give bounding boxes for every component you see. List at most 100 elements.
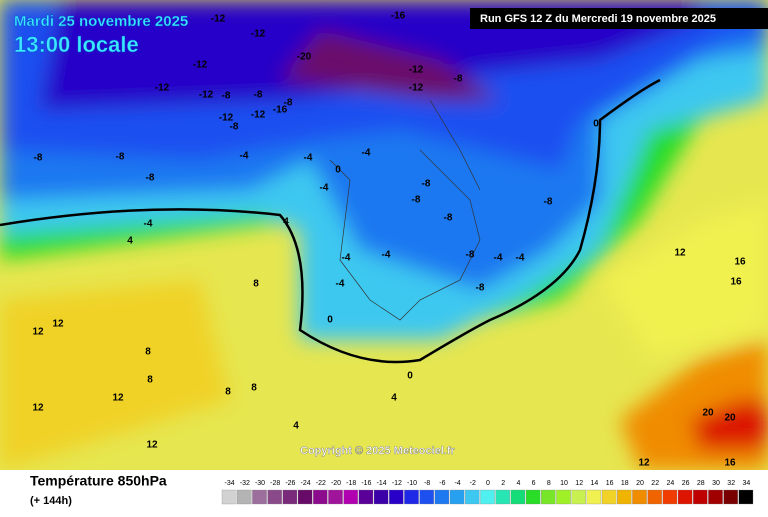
contour-label: 4	[293, 421, 299, 432]
contour-label: 16	[724, 458, 736, 469]
contour-label: -4	[320, 183, 329, 194]
copyright: Copyright © 2025 Meteociel.fr	[300, 445, 456, 457]
contour-label: -8	[34, 153, 43, 164]
scale-swatch	[404, 489, 419, 505]
contour-label: 20	[724, 413, 736, 424]
scale-swatch	[343, 489, 358, 505]
contour-label: -4	[382, 250, 391, 261]
scale-label: -34	[225, 480, 235, 487]
contour-label: -12	[211, 14, 226, 25]
contour-label: 16	[730, 277, 742, 288]
contour-label: 12	[32, 403, 44, 414]
scale-label: 28	[697, 480, 705, 487]
contour-label: 12	[146, 440, 158, 451]
scale-label: 16	[606, 480, 614, 487]
scale-label: -14	[377, 480, 387, 487]
time-title: 13:00 locale	[14, 32, 139, 57]
scale-swatch	[525, 489, 541, 505]
scale-label: 8	[547, 480, 551, 487]
scale-label: 32	[727, 480, 735, 487]
scale-label: -10	[407, 480, 417, 487]
scale-label: 30	[712, 480, 720, 487]
contour-label: 12	[52, 319, 64, 330]
scale-swatch	[267, 489, 282, 505]
scale-label: -12	[392, 480, 402, 487]
contour-label: -8	[444, 213, 453, 224]
contour-label: 0	[593, 119, 599, 130]
contour-label: -8	[254, 90, 263, 101]
scale-label: 22	[651, 480, 659, 487]
coastline	[329, 99, 481, 321]
scale-swatch	[723, 489, 738, 505]
contour-label: -4	[144, 219, 153, 230]
scale-swatch	[571, 489, 586, 505]
map-labels: -12-12-20-16-12-12-12-12-8-12-8-8-16-8-1…	[32, 11, 746, 469]
scale-label: -2	[470, 480, 476, 487]
scale-swatch	[282, 489, 298, 505]
contour-label: 8	[251, 383, 257, 394]
contour-label: 8	[253, 279, 259, 290]
date-title: Mardi 25 novembre 2025	[14, 13, 188, 30]
contour-label: -4	[304, 153, 313, 164]
contour-label: -16	[391, 11, 406, 22]
run-box	[470, 8, 768, 29]
contour-label: -4	[342, 253, 351, 264]
contour-label: -12	[155, 83, 170, 94]
contour-label: -12	[219, 113, 234, 124]
scale-label: 34	[743, 480, 751, 487]
scale-swatch	[693, 489, 708, 505]
contour-label: 16	[734, 257, 746, 268]
scale-label: -16	[361, 480, 371, 487]
scale-swatch	[617, 489, 632, 505]
contour-label: -12	[251, 29, 266, 40]
contour-label: 0	[335, 165, 341, 176]
scale-label: 4	[516, 480, 520, 487]
contour-label: -8	[476, 283, 485, 294]
contour-label: -12	[251, 110, 266, 121]
contour-label: -16	[273, 105, 288, 116]
contour-label: -12	[193, 60, 208, 71]
scale-label: 0	[486, 480, 490, 487]
scale-label: 20	[636, 480, 644, 487]
contour-label: -4	[336, 279, 345, 290]
scale-label: -20	[331, 480, 341, 487]
contour-label: 8	[145, 347, 151, 358]
contour-label: -4	[516, 253, 525, 264]
scale-swatch	[297, 489, 313, 505]
scale-label: -26	[285, 480, 295, 487]
contour-label: -8	[222, 91, 231, 102]
map	[0, 0, 768, 470]
scale-label: 14	[591, 480, 599, 487]
scale-swatch	[419, 489, 434, 505]
scale-swatch	[510, 489, 526, 505]
contour-label: 12	[112, 393, 124, 404]
scale-label: -30	[255, 480, 265, 487]
scale-label: 2	[501, 480, 505, 487]
scale-swatch	[328, 489, 343, 505]
footer-title: Température 850hPa	[30, 473, 167, 489]
scale-swatch	[313, 489, 328, 505]
scale-label: -6	[439, 480, 445, 487]
scale-swatch	[373, 489, 389, 505]
contour-label: -8	[146, 173, 155, 184]
contour-label: 8	[225, 387, 231, 398]
contour-label: -12	[409, 83, 424, 94]
scale-swatch	[647, 489, 662, 505]
contour-label: 12	[32, 327, 44, 338]
contour-label: -8	[230, 122, 239, 133]
contour-label: -8	[412, 195, 421, 206]
scale-label: -32	[240, 480, 250, 487]
contour-label: 12	[674, 248, 686, 259]
scale-label: 6	[532, 480, 536, 487]
contour-label: 4	[127, 236, 133, 247]
scale-label: -18	[346, 480, 356, 487]
contour-label: 20	[702, 408, 714, 419]
scale-swatch	[601, 489, 617, 505]
contour-label: 4	[391, 393, 397, 404]
contour-label: 0	[327, 315, 333, 326]
contour-label: -20	[297, 52, 312, 63]
contour-label: -8	[116, 152, 125, 163]
scale-label: 24	[667, 480, 675, 487]
scale-swatch	[358, 489, 374, 505]
contour-label: -8	[422, 179, 431, 190]
